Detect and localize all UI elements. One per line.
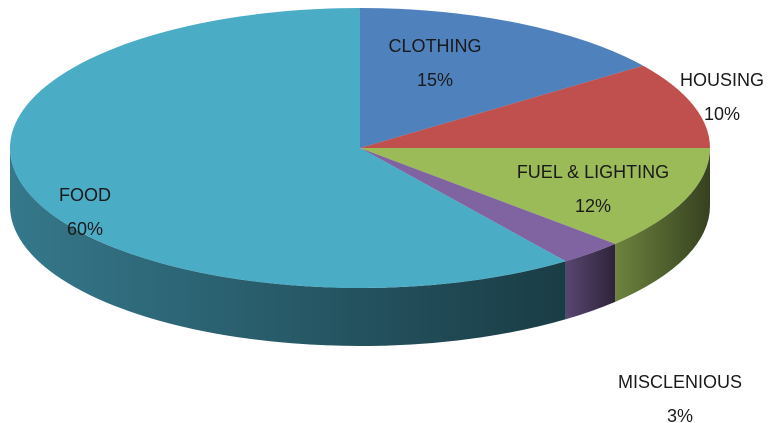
- slice-value-label: 12%: [575, 196, 611, 216]
- pie-slice: [9, 8, 566, 288]
- pie-slice: [360, 148, 616, 262]
- slice-label: HOUSING: [680, 70, 764, 90]
- slice-label: CLOTHING: [388, 36, 481, 56]
- pie-slice: [360, 148, 710, 244]
- slice-value-label: 3%: [667, 406, 693, 423]
- slice-label: FOOD: [59, 185, 111, 205]
- slice-side: [565, 243, 616, 320]
- slice-label: MISCLENIOUS: [618, 372, 742, 392]
- slice-side: [615, 148, 710, 302]
- slice-label: FUEL & LIGHTING: [517, 162, 669, 182]
- pie-slice: [360, 8, 644, 148]
- pie-slice: [360, 65, 710, 148]
- slice-side: [10, 148, 566, 346]
- slice-value-label: 60%: [67, 219, 103, 239]
- slice-value-label: 10%: [704, 104, 740, 124]
- slice-value-label: 15%: [417, 70, 453, 90]
